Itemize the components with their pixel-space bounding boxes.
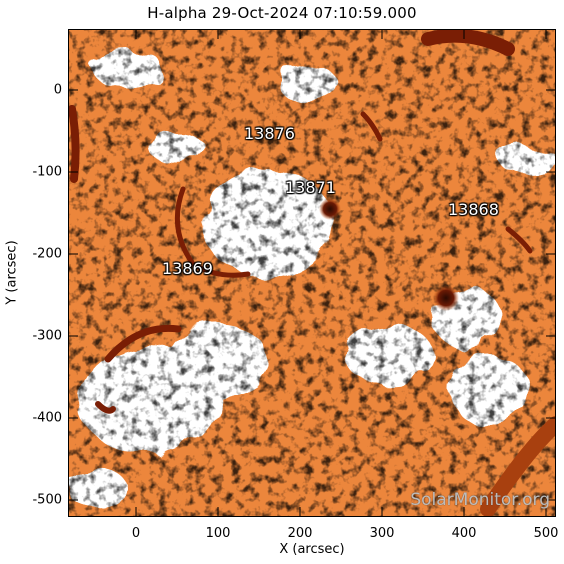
x-axis-title: X (arcsec) bbox=[279, 542, 345, 557]
y-tick-label: 0 bbox=[53, 82, 62, 98]
x-tick-label: 500 bbox=[533, 526, 559, 541]
tick-marks bbox=[68, 29, 556, 517]
x-tick-label: 300 bbox=[369, 526, 395, 541]
region-label-13871: 13871 bbox=[285, 178, 336, 197]
y-tick-label: -500 bbox=[32, 492, 62, 508]
filaments bbox=[68, 29, 556, 517]
filament-bottom-right bbox=[480, 416, 556, 517]
image-title: H-alpha 29-Oct-2024 07:10:59.000 bbox=[147, 4, 417, 22]
y-tick-label: -300 bbox=[32, 328, 62, 344]
x-tick-label: 100 bbox=[205, 526, 231, 541]
halpha-image bbox=[68, 29, 556, 517]
x-tick-label: 0 bbox=[131, 526, 141, 541]
mottle-speckle bbox=[68, 29, 556, 517]
filament-arc bbox=[174, 186, 251, 278]
region-label-13876: 13876 bbox=[244, 124, 295, 143]
solar-image-panel bbox=[68, 29, 556, 517]
filament-small bbox=[95, 401, 116, 414]
y-tick-label: -100 bbox=[32, 164, 62, 180]
region-label-13869: 13869 bbox=[162, 259, 213, 278]
filament-left bbox=[104, 324, 182, 363]
filament-upper bbox=[360, 111, 383, 142]
filament-edge bbox=[68, 105, 80, 183]
sunspot-13868 bbox=[433, 285, 459, 311]
watermark: SolarMonitor.org bbox=[410, 490, 550, 510]
sunspot-13871 bbox=[319, 198, 341, 220]
plot-border bbox=[68, 29, 556, 517]
x-tick-label: 400 bbox=[451, 526, 477, 541]
x-tick-label: 200 bbox=[287, 526, 313, 541]
y-tick-label: -200 bbox=[32, 246, 62, 262]
filament-top-right bbox=[421, 29, 515, 56]
y-tick-label: -400 bbox=[32, 410, 62, 426]
filament-right bbox=[505, 226, 533, 254]
y-axis-title: Y (arcsec) bbox=[4, 240, 20, 305]
region-label-13868: 13868 bbox=[448, 200, 499, 219]
